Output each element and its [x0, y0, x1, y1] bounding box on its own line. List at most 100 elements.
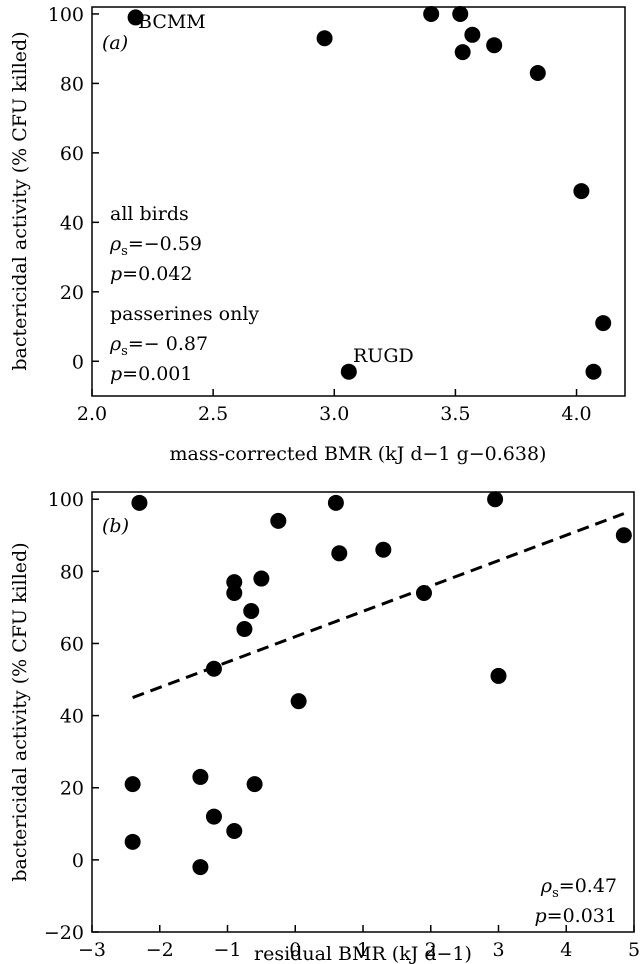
data-point	[270, 512, 287, 529]
data-point	[124, 833, 141, 850]
data-points-a	[127, 5, 612, 380]
data-point	[236, 621, 253, 638]
stats-passerines-rho: ρs=− 0.87	[109, 333, 208, 359]
data-point	[375, 541, 392, 558]
data-point	[486, 37, 503, 54]
point-label-rugd: RUGD	[353, 345, 414, 367]
data-point	[124, 776, 141, 793]
y-tick-label: 60	[60, 143, 84, 165]
p-value: 0.001	[138, 363, 192, 385]
equals-sign: =	[547, 905, 563, 927]
y-axis-label-b: bactericidal activity (% CFU killed)	[9, 542, 31, 881]
plot-frame-b	[91, 491, 635, 933]
data-point	[615, 527, 632, 544]
data-point	[464, 26, 481, 43]
x-tick-label: 2.5	[198, 403, 228, 425]
stats-passerines: passerines only ρs=− 0.87 p=0.001	[109, 303, 259, 385]
x-tick-label: 3	[492, 939, 504, 961]
data-point	[243, 603, 260, 620]
x-axis-label-a: mass-corrected BMR (kJ d−1 g−0.638)	[170, 443, 547, 465]
y-tick-label: 40	[60, 212, 84, 234]
data-point	[585, 363, 602, 380]
stats-residual-p: p=0.031	[535, 905, 618, 927]
x-tick-label: −2	[146, 939, 174, 961]
stats-all-birds-rho: ρs=−0.59	[109, 233, 202, 259]
data-point	[246, 776, 263, 793]
y-tick-label: 0	[72, 850, 84, 872]
data-point	[127, 9, 144, 26]
x-tick-label: −3	[78, 939, 106, 961]
y-tick-label: 20	[60, 778, 84, 800]
data-point	[487, 491, 504, 508]
rho-subscript: s	[121, 344, 128, 359]
data-point	[573, 183, 590, 200]
data-point	[131, 494, 148, 511]
data-point	[253, 570, 270, 587]
data-point	[192, 768, 209, 785]
data-point	[226, 584, 243, 601]
rho-subscript: s	[552, 886, 559, 901]
y-tick-label: −20	[44, 922, 84, 944]
equals-sign: =	[122, 263, 138, 285]
y-axis-ticks-a: 0 20 40 60 80 100	[48, 4, 99, 373]
p-value: 0.031	[563, 905, 617, 927]
equals-sign: =	[128, 333, 144, 355]
rho-value: 0.47	[575, 875, 617, 897]
y-tick-label: 20	[60, 282, 84, 304]
data-point	[226, 823, 243, 840]
data-point	[331, 545, 348, 562]
rho-symbol: ρ	[109, 333, 122, 355]
x-tick-label: 3.0	[319, 403, 349, 425]
y-tick-label: 40	[60, 706, 84, 728]
x-axis-label-b: residual BMR (kJ d−1)	[254, 943, 472, 964]
panel-a: 0 20 40 60 80 100 2.0 2.5 3.0 3.5 4.0 (a) BCMM RU…	[9, 4, 626, 465]
y-tick-label: 100	[48, 489, 84, 511]
p-symbol: p	[110, 263, 122, 285]
data-point	[205, 660, 222, 677]
equals-sign: =	[559, 875, 575, 897]
stats-residual: ρs=0.47 p=0.031	[535, 875, 618, 927]
data-point	[192, 859, 209, 876]
x-tick-label: 5	[628, 939, 640, 961]
stats-all-birds-p: p=0.042	[110, 263, 193, 285]
data-point	[340, 363, 357, 380]
y-axis-label-a: bactericidal activity (% CFU killed)	[9, 31, 31, 370]
p-value: 0.042	[138, 263, 192, 285]
equals-sign: =	[122, 363, 138, 385]
data-point	[454, 44, 471, 61]
y-tick-label: 80	[60, 561, 84, 583]
data-point	[452, 5, 469, 22]
panel-label-a: (a)	[102, 32, 128, 54]
data-point	[327, 494, 344, 511]
data-point	[316, 30, 333, 47]
rho-value: − 0.87	[144, 333, 208, 355]
equals-sign: =	[128, 233, 144, 255]
data-point	[423, 5, 440, 22]
data-point	[290, 693, 307, 710]
data-points-b	[124, 491, 632, 876]
x-tick-label: 4.0	[561, 403, 591, 425]
point-label-bcmm: BCMM	[138, 11, 206, 33]
rho-symbol: ρ	[109, 233, 122, 255]
x-tick-label: 2	[425, 939, 437, 961]
data-point	[529, 64, 546, 81]
data-point	[415, 584, 432, 601]
y-tick-label: 60	[60, 633, 84, 655]
x-tick-label: 3.5	[440, 403, 470, 425]
y-tick-label: 0	[72, 351, 84, 373]
data-point	[205, 808, 222, 825]
x-axis-ticks-b: −3 −2 −1 0 1 2 3 4 5	[78, 925, 640, 961]
stats-passerines-p: p=0.001	[110, 363, 193, 385]
data-point	[595, 315, 612, 332]
panel-label-b: (b)	[102, 515, 129, 537]
y-tick-label: 100	[48, 4, 84, 26]
stats-passerines-title: passerines only	[110, 303, 259, 325]
p-symbol: p	[535, 905, 547, 927]
stats-all-birds-title: all birds	[110, 203, 189, 225]
x-tick-label: 2.0	[77, 403, 107, 425]
x-tick-label: 0	[289, 939, 301, 961]
stats-all-birds: all birds ρs=−0.59 p=0.042	[109, 203, 202, 285]
stats-residual-rho: ρs=0.47	[540, 875, 617, 901]
x-tick-label: 4	[560, 939, 572, 961]
